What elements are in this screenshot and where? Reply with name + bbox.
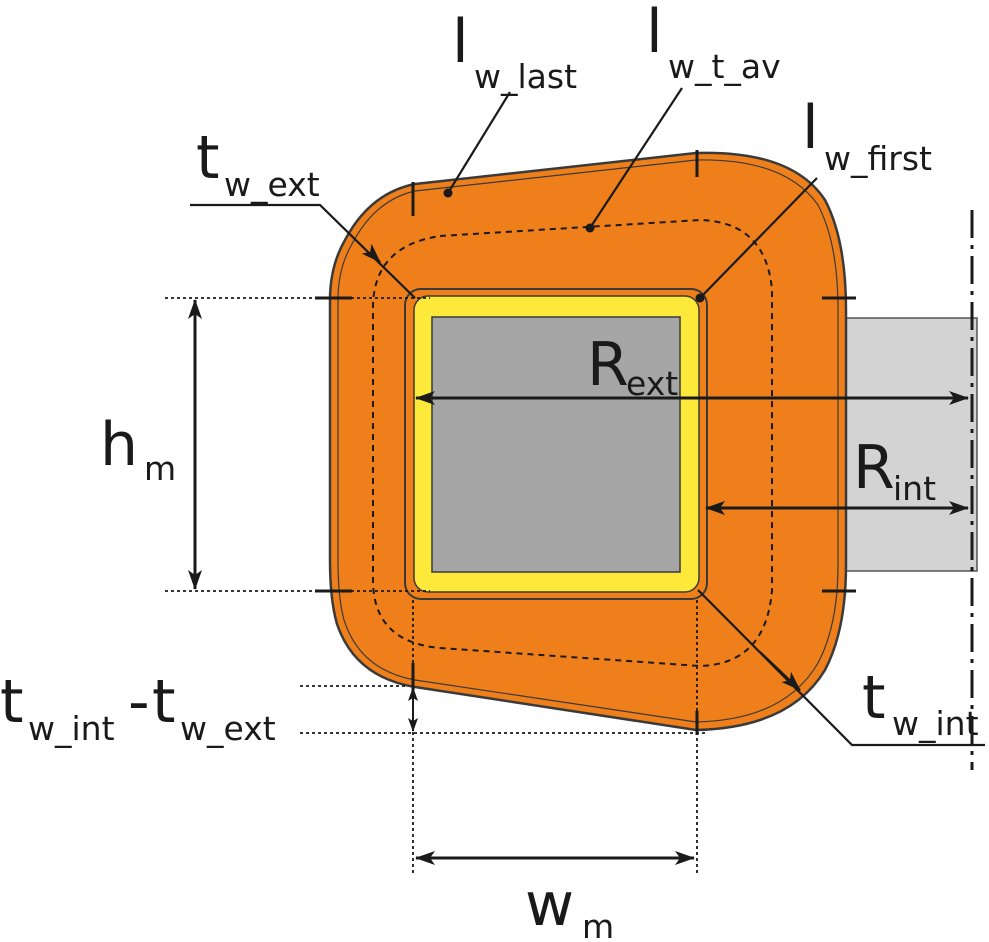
winding-outline-inner [337,159,839,723]
l-w-t-av-leader [589,87,683,229]
insulation-outline [404,288,708,600]
label-l-w-last: l w_last [452,7,577,96]
label-l-w-first: l w_first [802,93,932,178]
dimension-arrows [188,299,969,865]
label-t-w-ext: t w_ext [196,123,320,204]
label-t-w-int: t w_int [862,663,979,743]
t-w-int-leader [697,589,985,747]
label-l-w-t-av: l w_t_av [646,0,781,86]
core-window [431,316,681,573]
leader-dots [443,188,705,303]
t-w-ext-leader [190,203,416,299]
label-r-int: Rint [853,433,936,508]
label-r-ext: Rext [587,330,678,403]
l-w-first-leader [699,177,818,299]
leader-lines [190,87,985,747]
label-t-w-int-minus-t-w-ext: t w_int -t w_ext [0,667,276,748]
average-turn-dashed [372,218,773,668]
l-w-last-leader [447,91,511,194]
core-leg-right [839,317,978,572]
extension-lines [165,297,705,875]
